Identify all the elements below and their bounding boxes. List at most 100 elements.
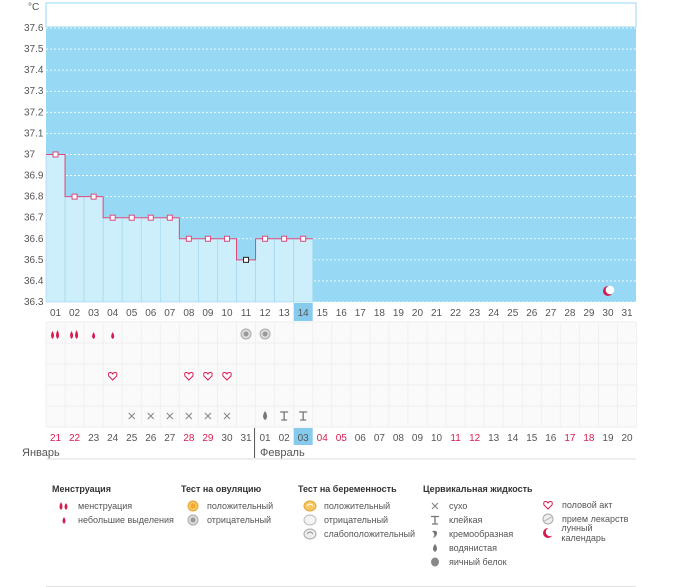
date-label: 17 [564, 433, 576, 444]
cross-icon [185, 412, 193, 420]
temperature-point [300, 235, 307, 242]
legend-title-fluid: Цервикальная жидкость [423, 484, 533, 494]
moon-icon-mask [605, 285, 615, 295]
small-drop-icon [92, 332, 96, 339]
temperature-bar [179, 238, 199, 303]
temperature-point [90, 193, 97, 200]
legend-pregnancy: Тест на беременность положительный отриц… [298, 484, 415, 541]
pill-icon [540, 513, 556, 525]
cross-icon [128, 412, 136, 420]
month-label-february: Февраль [260, 447, 305, 459]
faint-swirl-icon [302, 528, 318, 540]
date-label: 15 [526, 433, 538, 444]
cream-icon [427, 528, 443, 540]
drop-icon [427, 542, 443, 554]
temperature-bar [64, 196, 85, 303]
y-tick-label: 37.1 [24, 128, 44, 139]
temperature-point [52, 151, 59, 158]
date-label: 06 [355, 433, 367, 444]
symptom-rows [45, 321, 638, 428]
legend-title-menstruation: Менструация [52, 484, 111, 494]
date-label: 05 [336, 433, 348, 444]
temperature-point [204, 235, 211, 242]
temperature-bar [255, 238, 275, 303]
cycle-day-label: 20 [412, 308, 424, 319]
t-icon [280, 411, 289, 421]
moon-icon [602, 285, 615, 296]
legend-label: положительный [324, 501, 391, 511]
legend-item: половой акт [536, 498, 636, 512]
cycle-day-label: 27 [545, 308, 557, 319]
heart-icon [203, 371, 213, 381]
cycle-day-label: 11 [241, 308, 252, 319]
circle-inner [243, 331, 249, 337]
drop-pair-icon [56, 500, 72, 512]
legend-label: отрицательный [324, 515, 389, 525]
date-label: 29 [202, 433, 214, 444]
date-label: 11 [450, 433, 461, 444]
date-label: 24 [107, 433, 119, 444]
legend-label: небольшие выделения [78, 515, 174, 525]
temperature-points [52, 151, 615, 296]
date-label: 25 [126, 433, 138, 444]
legend-item: водянистая [423, 541, 533, 555]
y-tick-label: 37.2 [24, 107, 44, 118]
date-label: 23 [88, 433, 100, 444]
y-tick-label: 37.5 [24, 44, 44, 55]
date-label: 12 [469, 433, 481, 444]
drop-shape [51, 331, 55, 339]
temperature-bar [121, 217, 142, 303]
t-icon [427, 514, 443, 526]
cycle-day-label: 15 [317, 308, 329, 319]
small-drop-icon [111, 332, 115, 339]
cycle-day-label: 08 [183, 308, 195, 319]
legend-title-pregnancy: Тест на беременность [298, 484, 397, 494]
cycle-day-label: 01 [50, 308, 62, 319]
legend-label: слабоположительный [324, 529, 416, 539]
cycle-day-label: 28 [564, 308, 576, 319]
date-label: 26 [145, 433, 157, 444]
legend-item: положительный [181, 499, 273, 513]
current-day-highlight [293, 303, 313, 321]
drop-shape [56, 330, 60, 339]
date-label: 27 [164, 433, 176, 444]
legend-label: клейкая [449, 515, 483, 525]
legend-menstruation: Менструация менструация небольшие выделе… [52, 484, 174, 527]
cycle-day-label: 13 [279, 308, 291, 319]
orange-circle-icon [185, 500, 201, 512]
temperature-point [185, 235, 192, 242]
legend-item: отрицательный [181, 513, 273, 527]
legend-item: прием лекарств [536, 512, 636, 526]
date-label: 31 [240, 433, 252, 444]
cycle-day-label: 19 [393, 308, 405, 319]
y-tick-label: 37.4 [24, 65, 44, 76]
cycle-day-label: 16 [336, 308, 348, 319]
cycle-day-label: 10 [221, 308, 233, 319]
heart-icon [222, 371, 232, 381]
cycle-day-label: 06 [145, 308, 157, 319]
temperature-bar [140, 217, 161, 303]
cross-icon [166, 412, 174, 420]
y-tick-label: 36.9 [24, 171, 44, 182]
gray-circle-icon [259, 328, 271, 340]
legend-item: положительный [298, 499, 415, 513]
y-axis-unit: °C [28, 2, 39, 13]
cycle-day-label: 23 [469, 308, 481, 319]
cycle-day-label: 21 [431, 308, 443, 319]
t-icon [299, 411, 308, 421]
temperature-point [281, 235, 288, 242]
drop-shape [111, 332, 115, 339]
cycle-day-label: 31 [621, 308, 633, 319]
date-label: 08 [393, 433, 405, 444]
legend-title-ovulation: Тест на овуляцию [181, 484, 262, 494]
legend-item: яичный белок [423, 555, 533, 569]
legend-label: сухо [449, 501, 468, 511]
cycle-day-label: 18 [374, 308, 386, 319]
date-label: 14 [507, 433, 519, 444]
legend: Менструация менструация небольшие выделе… [46, 478, 636, 587]
legend-label: менструация [78, 501, 133, 511]
temperature-line-path [46, 153, 313, 261]
temperature-bar [217, 238, 237, 303]
drop-pair-icon [51, 330, 60, 339]
circle-inner [262, 331, 268, 337]
